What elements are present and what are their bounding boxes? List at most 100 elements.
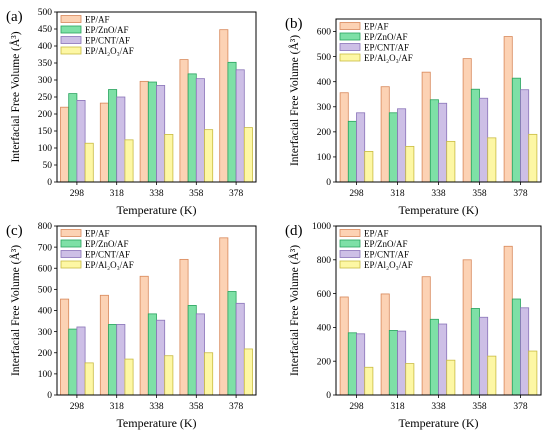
x-tick-label: 378 [513, 189, 528, 199]
bar [438, 323, 448, 396]
bar [99, 102, 109, 183]
y-tick-label: 150 [38, 127, 53, 137]
x-axis-label: Temperature (K) [398, 416, 478, 430]
legend-label: EP/CNT/AF [85, 36, 130, 46]
bar [68, 328, 78, 396]
y-tick-label: 600 [317, 28, 332, 38]
x-tick-label: 298 [349, 189, 364, 199]
legend-swatch [339, 43, 361, 51]
y-tick-label: 0 [47, 178, 52, 188]
x-tick-label: 318 [390, 189, 405, 199]
bar [503, 36, 513, 183]
y-tick-label: 700 [38, 243, 53, 253]
bar [470, 88, 480, 183]
bar [60, 106, 70, 183]
bar [227, 291, 237, 396]
bar [116, 96, 126, 183]
legend-label: EP/AF [85, 15, 110, 25]
legend-label: EP/CNT/AF [364, 43, 409, 53]
bar [528, 133, 538, 183]
bar [462, 58, 472, 183]
bar [219, 29, 229, 183]
legend-swatch [60, 239, 82, 248]
bar [397, 330, 407, 396]
x-tick-label: 358 [189, 402, 204, 412]
bar [204, 129, 214, 183]
legend-label: EP/Al₂O₃/AF [364, 260, 413, 270]
bar [195, 78, 205, 183]
panel-label: (c) [6, 223, 23, 239]
plot-frame [335, 225, 542, 396]
y-tick-label: 0 [326, 178, 331, 188]
y-tick-label: 100 [317, 153, 332, 163]
y-tick-label: 600 [38, 264, 53, 274]
bar [520, 307, 530, 396]
y-tick-label: 800 [38, 222, 53, 232]
bar [235, 302, 245, 396]
bar [405, 363, 415, 396]
bar [76, 326, 86, 396]
bar [339, 92, 349, 183]
chart-panel-1: (a) 298 318 338 358 378 0 50 100 150 200 250 300 350 4… [6, 8, 257, 217]
bar [479, 97, 489, 183]
bar [397, 108, 407, 183]
bar [380, 293, 390, 396]
legend-label: EP/ZnO/AF [85, 239, 129, 249]
bar [164, 133, 174, 183]
bar [429, 99, 439, 183]
legend-label: EP/ZnO/AF [364, 239, 408, 249]
bar [116, 324, 126, 396]
legend-swatch [339, 250, 361, 258]
y-tick-label: 350 [38, 59, 53, 69]
x-tick-label: 298 [70, 402, 85, 412]
bar [235, 69, 245, 183]
bar [520, 89, 530, 183]
legend-label: EP/AF [364, 22, 389, 32]
bar [195, 313, 205, 396]
legend-swatch [339, 260, 361, 269]
bar [380, 86, 390, 183]
bar [470, 308, 480, 396]
bar [356, 112, 366, 183]
bar [528, 350, 538, 396]
bar [187, 305, 197, 396]
bar [487, 355, 497, 396]
chart-panel-4: (d) 298 318 338 358 378 0 200 400 600 800 1000 Tempe… [285, 222, 542, 430]
bar [405, 145, 415, 183]
y-tick-label: 400 [317, 324, 332, 334]
bar [187, 73, 197, 183]
bar [356, 333, 366, 396]
y-tick-label: 600 [317, 290, 332, 300]
bar [347, 332, 357, 396]
bar [68, 93, 78, 183]
y-tick-label: 250 [38, 93, 53, 103]
bar [139, 80, 149, 183]
y-tick-label: 400 [317, 78, 332, 88]
legend-label: EP/CNT/AF [85, 250, 130, 260]
y-tick-label: 1000 [312, 222, 331, 232]
plot-frame [335, 18, 542, 183]
legend-swatch [60, 250, 82, 258]
y-tick-label: 200 [317, 357, 332, 367]
bar [243, 348, 253, 396]
x-tick-label: 358 [472, 189, 487, 199]
chart-panel-3: (c) 298 318 338 358 378 0 100 200 300 400 500 600 700… [6, 222, 257, 430]
x-tick-label: 358 [189, 189, 204, 199]
bar [84, 142, 94, 183]
panel-label: (b) [285, 16, 303, 32]
x-tick-label: 378 [229, 402, 244, 412]
panel-label: (a) [6, 9, 23, 25]
bar [347, 120, 357, 183]
legend-swatch [60, 15, 82, 23]
bar [60, 298, 70, 396]
y-tick-label: 450 [38, 25, 53, 35]
y-tick-label: 800 [317, 256, 332, 266]
y-tick-label: 400 [38, 307, 53, 317]
bar [511, 77, 521, 183]
bar [438, 102, 448, 183]
bar [179, 59, 189, 183]
y-tick-label: 400 [38, 42, 53, 52]
legend-swatch [339, 53, 361, 62]
bar [511, 298, 521, 396]
